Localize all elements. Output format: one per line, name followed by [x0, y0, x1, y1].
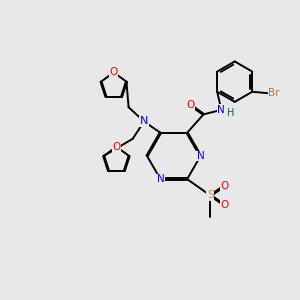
- Text: O: O: [220, 200, 229, 210]
- Text: O: O: [186, 100, 194, 110]
- Text: N: N: [157, 174, 164, 184]
- Text: N: N: [218, 105, 225, 115]
- Text: H: H: [227, 108, 235, 118]
- Text: O: O: [112, 142, 121, 152]
- Text: S: S: [207, 190, 214, 200]
- Text: O: O: [110, 68, 118, 77]
- Text: N: N: [140, 116, 148, 127]
- Text: N: N: [197, 151, 204, 161]
- Text: Br: Br: [268, 88, 280, 98]
- Text: O: O: [220, 181, 229, 191]
